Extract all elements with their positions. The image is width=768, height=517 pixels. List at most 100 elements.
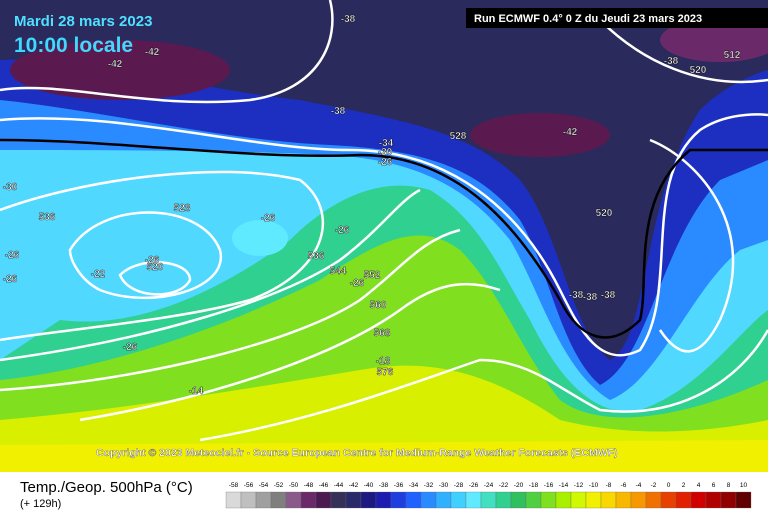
colorbar-label: -6 — [621, 482, 627, 489]
colorbar-label: -4 — [636, 482, 642, 489]
colorbar-label: 2 — [682, 482, 686, 489]
contour-label: -30 — [378, 147, 393, 158]
contour-label: 544 — [330, 266, 347, 277]
colorbar-label: -32 — [424, 482, 434, 489]
contour-label: -14 — [189, 386, 204, 397]
contour-label: 528 — [174, 203, 191, 214]
colorbar-label: -26 — [469, 482, 479, 489]
color-swatch — [390, 491, 407, 509]
colorbar-label: -44 — [334, 482, 344, 489]
colorbar-label: -14 — [559, 482, 569, 489]
color-swatch — [585, 491, 602, 509]
contour-label: -42 — [563, 127, 578, 138]
colorbar-label: 10 — [740, 482, 748, 489]
color-swatch — [705, 491, 722, 509]
contour-label: -22 — [91, 269, 106, 280]
contour-label: -34 — [379, 138, 394, 149]
contour-label: -26 — [335, 225, 350, 236]
color-swatch — [255, 491, 272, 509]
colorbar-label: -36 — [394, 482, 404, 489]
cold-core — [10, 40, 230, 100]
contour-label: 552 — [364, 270, 381, 281]
color-swatch — [375, 491, 392, 509]
color-swatch — [345, 491, 362, 509]
temperature-band — [0, 440, 768, 472]
legend-title: Temp./Geop. 500hPa (°C) — [20, 479, 193, 496]
colorbar-label: -52 — [274, 482, 284, 489]
color-swatch — [570, 491, 587, 509]
cold-core — [470, 113, 610, 157]
colorbar-label: -10 — [589, 482, 599, 489]
colorbar-label: -58 — [229, 482, 239, 489]
color-swatch — [675, 491, 692, 509]
colorbar-label: -42 — [349, 482, 359, 489]
colorbar-label: -20 — [514, 482, 524, 489]
contour-label: -42 — [108, 59, 123, 70]
colorbar-label: -48 — [304, 482, 314, 489]
contour-label: -38 — [341, 14, 356, 25]
color-swatch — [435, 491, 452, 509]
color-swatch — [720, 491, 737, 509]
colorbar-label: -30 — [439, 482, 449, 489]
color-swatch — [225, 491, 242, 509]
cold-core — [232, 220, 288, 256]
contour-label: -30 — [3, 182, 18, 193]
lead-time: (+ 129h) — [20, 498, 61, 510]
contour-label: -38 — [664, 56, 679, 67]
colorbar-label: 8 — [727, 482, 731, 489]
run-info: Run ECMWF 0.4° 0 Z du Jeudi 23 mars 2023 — [474, 13, 702, 25]
colorbar-label: 6 — [712, 482, 716, 489]
contour-label: -38 — [583, 292, 598, 303]
color-swatch — [360, 491, 377, 509]
contour-label: -26 — [3, 274, 18, 285]
color-swatch — [540, 491, 557, 509]
color-swatch — [735, 491, 752, 509]
color-swatch — [465, 491, 482, 509]
colorbar-label: -12 — [574, 482, 584, 489]
colorbar-label: -16 — [544, 482, 554, 489]
run-box — [466, 8, 768, 28]
color-swatch — [405, 491, 422, 509]
colorbar-label: 0 — [667, 482, 671, 489]
reference-isohypse — [0, 138, 768, 339]
color-swatch — [525, 491, 542, 509]
color-swatch — [330, 491, 347, 509]
color-swatch — [450, 491, 467, 509]
colorbar-label: -46 — [319, 482, 329, 489]
colorbar-label: -22 — [499, 482, 509, 489]
isohypses — [0, 0, 768, 442]
contour-label: 520 — [690, 65, 707, 76]
contour-label: -26 — [123, 342, 138, 353]
color-swatch — [420, 491, 437, 509]
colorbar-label: -18 — [529, 482, 539, 489]
contour-label: -38 — [601, 290, 616, 301]
color-swatch — [600, 491, 617, 509]
color-swatch — [555, 491, 572, 509]
colorbar-label: -28 — [454, 482, 464, 489]
contour-label: 520 — [147, 262, 164, 273]
colorbar-label: -38 — [379, 482, 389, 489]
colorbar-label: -40 — [364, 482, 374, 489]
color-swatch — [285, 491, 302, 509]
color-swatch — [240, 491, 257, 509]
colorbar-label: -54 — [259, 482, 269, 489]
colorbar-label: -56 — [244, 482, 254, 489]
color-swatch — [480, 491, 497, 509]
contour-label: -38 — [569, 290, 584, 301]
colorbar-label: -8 — [606, 482, 612, 489]
contour-label: -26 — [145, 255, 160, 266]
forecast-time: 10:00 locale — [14, 34, 133, 57]
contour-label: -26 — [5, 250, 20, 261]
contour-label: 520 — [596, 208, 613, 219]
contour-label: 512 — [724, 50, 741, 61]
color-swatch — [510, 491, 527, 509]
colorbar-label: -50 — [289, 482, 299, 489]
color-swatch — [315, 491, 332, 509]
contour-label: -38 — [331, 106, 346, 117]
colorbar-label: 4 — [697, 482, 701, 489]
contour-label: 568 — [374, 328, 391, 339]
copyright: Copyright © 2023 Meteociel.fr - Source E… — [96, 447, 618, 459]
contour-label: -42 — [145, 47, 160, 58]
